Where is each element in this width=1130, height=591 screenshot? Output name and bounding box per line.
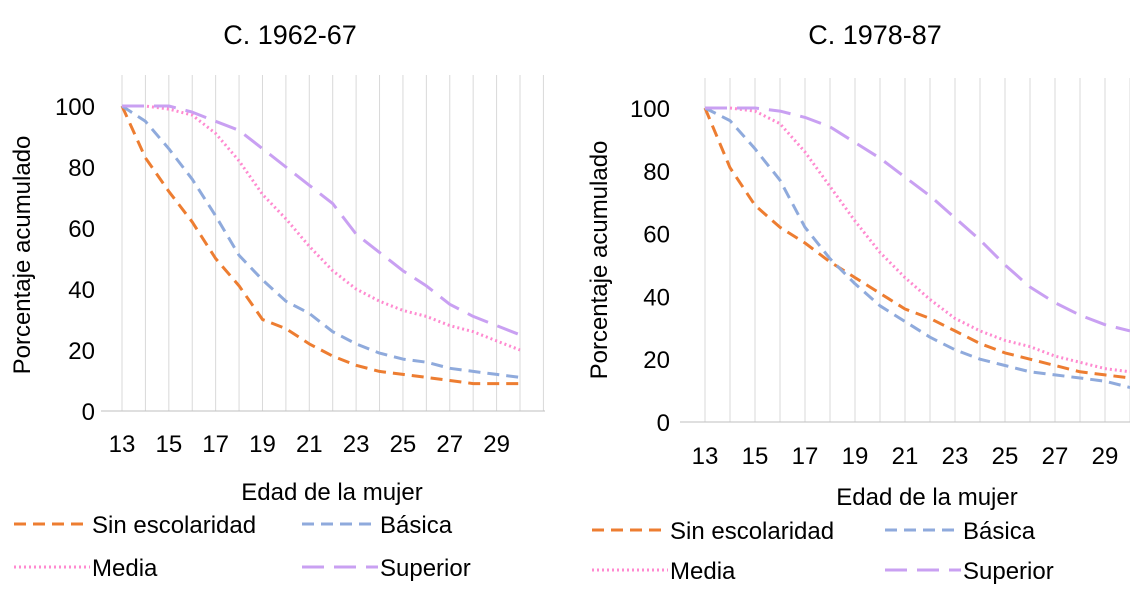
chart-1962-67: C. 1962-67 0 20 40 60 80 100 13 15 17 19 21 23 25 27 29…	[9, 20, 545, 582]
y-tick-label: 60	[68, 216, 95, 243]
series-line-2	[122, 104, 521, 352]
legend-label: Superior	[380, 555, 471, 582]
y-tick-label: 60	[643, 222, 670, 249]
chart-title: C. 1978-87	[808, 20, 942, 50]
x-axis-label: Edad de la mujer	[241, 479, 422, 506]
y-tick-label: 100	[55, 94, 95, 121]
x-axis-label: Edad de la mujer	[836, 484, 1017, 511]
x-tick-label: 19	[249, 431, 276, 458]
y-tick-label: 100	[630, 96, 670, 123]
x-tick-label: 19	[842, 443, 869, 470]
x-tick-label: 21	[296, 431, 323, 458]
y-axis-label: Porcentaje acumulado	[9, 136, 36, 375]
chart-panel-1978-87: C. 1978-87 0 20 40 60 80 100 13 15 17 19 21 23 25 27 29…	[570, 0, 1130, 586]
x-tick-label: 25	[992, 443, 1019, 470]
x-tick-label: 21	[892, 443, 919, 470]
y-tick-label: 80	[68, 155, 95, 182]
y-tick-label: 20	[643, 347, 670, 374]
chart-title: C. 1962-67	[223, 20, 357, 50]
chart-panel-1962-67: C. 1962-67 0 20 40 60 80 100 13 15 17 19 21 23 25 27 29…	[0, 0, 560, 586]
y-tick-label: 80	[643, 159, 670, 186]
series-line-0	[703, 107, 1130, 380]
x-tick-label: 15	[155, 431, 182, 458]
y-tick-label: 20	[68, 338, 95, 365]
chart-1978-87: C. 1978-87 0 20 40 60 80 100 13 15 17 19 21 23 25 27 29…	[586, 20, 1130, 585]
x-tick-label: 25	[390, 431, 417, 458]
x-tick-label: 15	[742, 443, 769, 470]
y-tick-label: 40	[68, 277, 95, 304]
x-tick-label: 29	[1092, 443, 1119, 470]
series-line-3	[705, 106, 1130, 333]
legend-label: Media	[92, 555, 158, 582]
x-tick-label: 23	[343, 431, 370, 458]
series-line-0	[120, 105, 520, 386]
legend-label: Sin escolaridad	[92, 512, 256, 539]
x-tick-label: 13	[109, 431, 136, 458]
x-tick-label: 27	[1042, 443, 1069, 470]
x-tick-label: 13	[692, 443, 719, 470]
y-tick-label: 0	[657, 410, 670, 437]
y-axis-label: Porcentaje acumulado	[586, 141, 613, 380]
legend-label: Básica	[380, 512, 453, 539]
x-tick-label: 29	[483, 431, 510, 458]
series-line-2	[705, 106, 1130, 374]
y-tick-label: 0	[82, 399, 95, 426]
x-tick-label: 27	[436, 431, 463, 458]
y-tick-label: 40	[643, 284, 670, 311]
series-line-1	[121, 104, 521, 379]
legend-label: Media	[670, 558, 736, 585]
legend-label: Sin escolaridad	[670, 518, 834, 545]
series-line-3	[122, 104, 521, 337]
x-tick-label: 17	[202, 431, 229, 458]
x-tick-label: 23	[942, 443, 969, 470]
legend-label: Básica	[963, 518, 1036, 545]
legend-label: Superior	[963, 558, 1054, 585]
x-tick-label: 17	[792, 443, 819, 470]
series-line-1	[704, 106, 1130, 389]
